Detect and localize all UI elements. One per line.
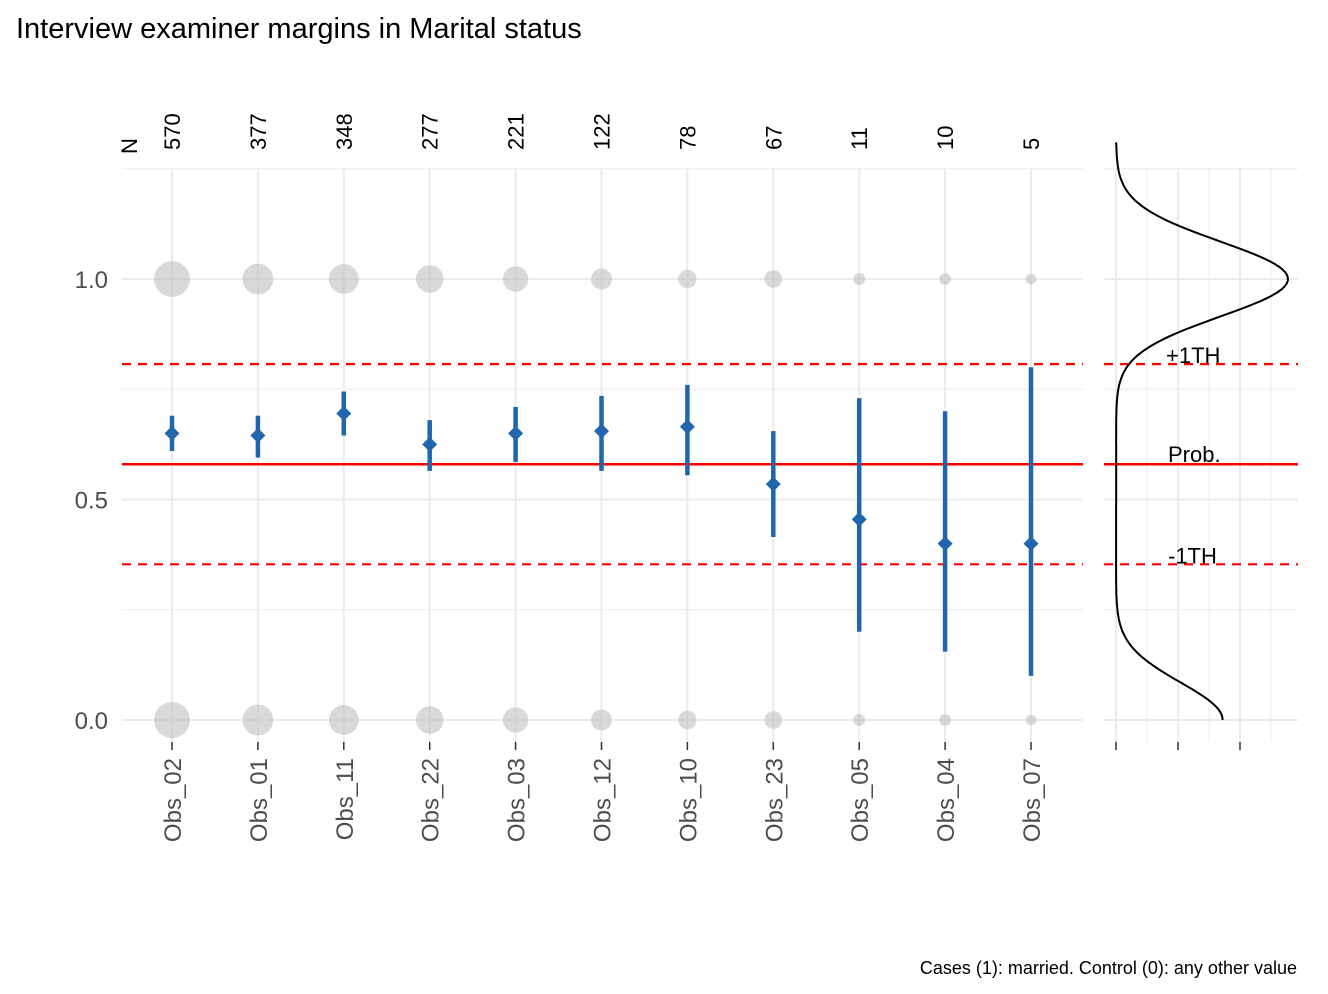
count-point-cases xyxy=(764,270,783,288)
density-panel xyxy=(1115,142,1289,721)
x-tick-label: Obs_07 xyxy=(1019,758,1046,842)
count-point-controls xyxy=(853,714,866,726)
grid xyxy=(122,168,1298,750)
x-tick-label: Obs_10 xyxy=(675,758,702,842)
x-tick-label: Obs_23 xyxy=(761,758,788,842)
y-tick-label: 1.0 xyxy=(75,267,108,294)
estimate-point xyxy=(679,419,695,435)
count-point-controls xyxy=(939,714,951,726)
count-point-controls xyxy=(1025,714,1037,726)
plus-1th-label: +1TH xyxy=(1166,343,1220,368)
count-point-controls xyxy=(764,711,783,729)
estimate-point xyxy=(594,423,609,439)
count-point-controls xyxy=(154,702,190,738)
n-count-label: 221 xyxy=(504,113,529,150)
count-point-controls xyxy=(678,710,697,730)
count-point-controls xyxy=(328,705,359,735)
count-point-controls xyxy=(502,707,529,733)
estimate-point xyxy=(164,425,180,441)
n-count-label: 348 xyxy=(332,113,357,150)
n-count-label: 570 xyxy=(160,113,185,150)
count-point-controls xyxy=(415,706,444,734)
x-tick-label: Obs_22 xyxy=(418,758,445,842)
n-count-label: 78 xyxy=(675,126,700,150)
y-tick-label: 0.0 xyxy=(75,708,108,735)
x-tick-label: Obs_01 xyxy=(246,758,273,842)
n-count-label: 10 xyxy=(933,126,958,150)
count-point-cases xyxy=(853,273,866,285)
count-point-cases xyxy=(242,263,274,295)
x-tick-label: Obs_03 xyxy=(504,758,531,842)
chart-title: Interview examiner margins in Marital st… xyxy=(16,13,582,45)
x-tick-label: Obs_04 xyxy=(933,758,960,842)
estimate-point xyxy=(851,511,867,527)
estimate-point xyxy=(1023,536,1039,552)
y-tick-label: 0.5 xyxy=(75,488,108,515)
estimate-point xyxy=(250,428,266,444)
count-point-controls xyxy=(591,709,612,731)
x-tick-label: Obs_11 xyxy=(332,758,359,840)
count-point-controls xyxy=(242,704,274,736)
count-point-cases xyxy=(591,268,612,290)
estimate-point xyxy=(508,425,524,441)
count-point-cases xyxy=(328,264,359,294)
chart-text: Interview examiner margins in Marital st… xyxy=(16,13,1297,978)
confidence-intervals xyxy=(164,367,1039,676)
density-curve xyxy=(1115,142,1289,721)
count-point-cases xyxy=(678,269,697,289)
prob-label: Prob. xyxy=(1168,442,1221,467)
n-count-label: 67 xyxy=(761,126,786,150)
estimate-point xyxy=(336,406,352,422)
x-tick-label: Obs_12 xyxy=(590,758,617,842)
x-tick-label: Obs_05 xyxy=(847,758,874,842)
count-point-cases xyxy=(939,273,951,285)
n-count-label: 11 xyxy=(847,127,872,150)
count-point-cases xyxy=(415,265,444,293)
count-point-cases xyxy=(502,266,529,292)
estimate-point xyxy=(937,536,953,552)
estimate-point xyxy=(422,436,438,452)
x-tick-label: Obs_02 xyxy=(160,758,187,842)
n-count-label: 377 xyxy=(246,113,271,150)
count-points xyxy=(154,261,1037,738)
n-count-label: 277 xyxy=(418,113,443,150)
estimate-point xyxy=(765,476,781,492)
n-count-label: 5 xyxy=(1019,138,1044,150)
n-count-label: 122 xyxy=(590,113,615,150)
n-header-label: N xyxy=(117,138,142,154)
count-point-cases xyxy=(154,261,190,297)
minus-1th-label: -1TH xyxy=(1168,543,1217,568)
chart-caption: Cases (1): married. Control (0): any oth… xyxy=(920,958,1297,978)
count-point-cases xyxy=(1025,273,1037,285)
reference-lines xyxy=(122,363,1298,566)
